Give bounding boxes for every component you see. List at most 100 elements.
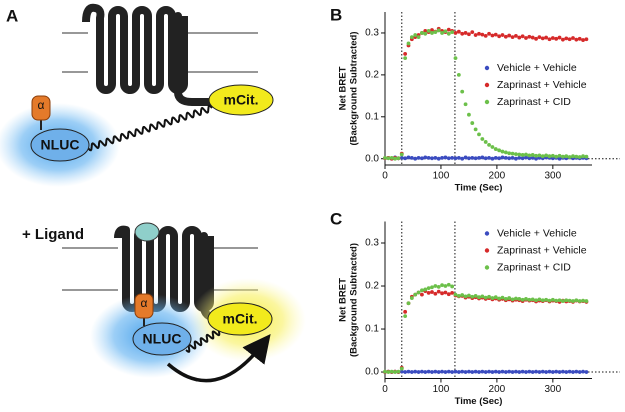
data-point <box>473 127 478 132</box>
data-point <box>473 294 478 298</box>
data-point <box>399 155 404 160</box>
data-point <box>386 156 391 161</box>
data-point <box>440 283 444 288</box>
data-point <box>436 28 441 33</box>
data-point <box>460 156 465 161</box>
data-point <box>537 35 542 40</box>
data-point <box>510 151 515 156</box>
donor <box>132 322 192 356</box>
donor-label: NLUC <box>143 331 182 347</box>
donor <box>30 128 90 162</box>
data-point <box>416 155 421 160</box>
data-point <box>426 155 431 160</box>
data-point <box>473 156 478 161</box>
data-point <box>430 290 434 294</box>
legend-label: Zaprinast + CID <box>497 96 571 108</box>
data-point <box>446 282 451 287</box>
data-point <box>527 153 532 158</box>
y-axis-label: (Background Subtracted) <box>349 31 360 145</box>
data-point <box>567 37 572 42</box>
data-point <box>406 301 411 306</box>
data-point <box>463 102 468 107</box>
data-point <box>547 298 552 303</box>
data-point <box>430 370 434 374</box>
data-point <box>480 369 485 374</box>
data-point <box>393 156 397 161</box>
data-point <box>403 314 408 319</box>
data-point <box>483 156 488 161</box>
data-point <box>490 296 495 300</box>
data-point <box>413 292 418 297</box>
data-point <box>564 154 569 159</box>
data-point <box>470 121 475 125</box>
data-point <box>487 31 491 36</box>
data-point <box>446 156 451 161</box>
data-point <box>497 34 502 39</box>
data-point <box>564 36 569 41</box>
data-point <box>517 155 522 160</box>
data-point <box>420 31 424 35</box>
data-point <box>416 290 421 295</box>
data-point <box>500 295 505 300</box>
data-point <box>436 370 441 374</box>
data-point <box>487 369 491 374</box>
data-point <box>440 155 444 160</box>
data-point <box>477 155 481 160</box>
data-point <box>581 154 585 159</box>
data-point <box>416 370 421 374</box>
data-point <box>540 36 545 41</box>
data-point <box>456 72 461 77</box>
data-point <box>527 369 532 374</box>
data-point <box>517 370 522 374</box>
data-point <box>530 155 535 160</box>
data-point <box>554 154 559 159</box>
data-point <box>470 294 475 299</box>
data-point <box>493 369 498 374</box>
data-point <box>577 155 582 159</box>
data-point <box>433 291 438 296</box>
x-tick-label: 100 <box>433 171 450 182</box>
data-point <box>510 370 515 374</box>
data-point <box>497 148 502 153</box>
data-point <box>423 28 428 33</box>
data-point <box>524 370 528 374</box>
data-point <box>409 370 414 374</box>
data-point <box>514 152 518 157</box>
data-point <box>584 299 589 303</box>
data-point <box>520 153 525 157</box>
data-point <box>527 297 532 302</box>
acceptor-label: mCit. <box>223 311 258 327</box>
data-point <box>403 370 408 374</box>
data-point <box>554 36 559 41</box>
data-point <box>403 56 408 61</box>
data-point <box>383 155 387 160</box>
g-protein <box>31 95 51 121</box>
legend-swatch <box>484 99 490 105</box>
data-point <box>571 154 575 159</box>
receptor <box>82 3 188 94</box>
x-axis-label: Time (Sec) <box>455 183 503 194</box>
data-point <box>567 155 572 159</box>
data-point <box>564 298 569 303</box>
x-tick-label: 100 <box>433 384 450 395</box>
data-point <box>450 30 455 35</box>
data-point <box>389 155 394 160</box>
data-point <box>507 369 512 374</box>
data-point <box>524 152 528 157</box>
data-point <box>581 298 585 303</box>
x-tick-label: 300 <box>544 384 561 395</box>
data-point <box>446 27 451 32</box>
data-point <box>436 284 441 289</box>
data-point <box>510 155 515 160</box>
data-point <box>416 35 421 40</box>
data-point <box>453 369 458 374</box>
data-point <box>530 35 535 40</box>
data-point <box>470 370 475 374</box>
data-point <box>561 369 565 374</box>
data-point <box>413 156 418 161</box>
y-tick-label: 0.3 <box>365 28 379 39</box>
data-point <box>463 155 468 160</box>
data-point <box>537 370 542 374</box>
data-point <box>409 296 414 300</box>
data-point <box>487 155 491 160</box>
